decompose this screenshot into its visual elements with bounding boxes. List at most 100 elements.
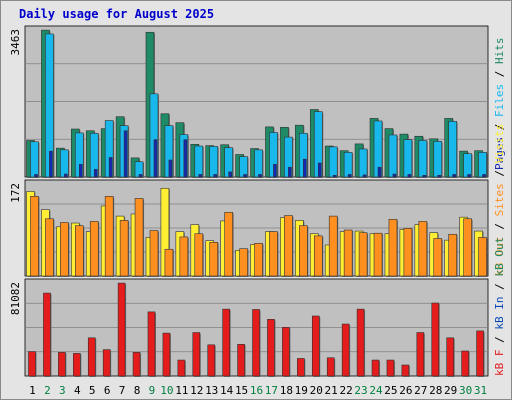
legend-visits: Visits <box>493 124 506 164</box>
x-tick-label: 9 <box>149 384 156 397</box>
bar-kb-in <box>117 282 126 377</box>
bar-sites <box>463 218 472 277</box>
bar-kb-in <box>73 353 81 377</box>
bar-kb-in <box>431 302 440 377</box>
legend-sep: / <box>493 64 506 84</box>
bar-sites <box>418 221 428 277</box>
bar-pages <box>452 174 456 178</box>
y-max-label: 172 <box>9 183 22 203</box>
bar-sites <box>373 232 383 277</box>
bar-sites <box>179 236 189 277</box>
legend-text: kB F / kB In / kB Out <box>493 237 506 376</box>
bar-files <box>343 152 353 178</box>
bar-kb-in <box>416 332 425 377</box>
x-tick-label: 3 <box>59 384 66 397</box>
bar-pages <box>467 174 471 178</box>
bar-sites <box>119 220 129 277</box>
bar-kb-in <box>147 311 156 377</box>
y-max-label: 3463 <box>9 29 22 56</box>
legend-text: kB Out / Sites / Visits <box>493 124 506 276</box>
x-tick-label: 30 <box>459 384 472 397</box>
legend: kB F / kB In / kB Out <box>493 237 506 376</box>
legend-hits: Hits <box>493 38 506 65</box>
bar-pages <box>168 159 173 178</box>
x-tick-label: 24 <box>369 384 383 397</box>
bar-kb-in <box>237 344 245 377</box>
bar-kb-in <box>207 344 216 377</box>
bar-kb-in <box>222 308 230 377</box>
bar-sites <box>134 198 144 277</box>
bar-pages <box>347 174 352 178</box>
bar-pages <box>273 163 277 178</box>
legend-sep: / <box>493 163 506 183</box>
bar-kb-in <box>28 351 36 377</box>
bar-pages <box>64 173 68 178</box>
x-tick-label: 6 <box>104 384 111 397</box>
x-tick-label: 22 <box>339 384 352 397</box>
legend-sep: / <box>493 277 506 297</box>
bar-kb-in <box>371 359 380 377</box>
bar-sites <box>478 237 487 277</box>
bar-pages <box>407 174 412 178</box>
x-tick-label: 5 <box>89 384 96 397</box>
legend-pages: Pages <box>493 137 506 170</box>
legend-kb-in: kB In <box>493 297 506 330</box>
bar-pages <box>437 175 442 178</box>
x-tick-label: 27 <box>414 384 427 397</box>
bar-pages <box>34 174 38 178</box>
bar-pages <box>332 175 337 178</box>
bar-sites <box>45 218 54 277</box>
bar-sites <box>209 242 219 277</box>
bar-sites <box>403 228 413 277</box>
bar-kb-in <box>476 330 484 377</box>
bar-pages <box>377 166 382 178</box>
legend-sites: Sites <box>493 183 506 216</box>
x-tick-label: 13 <box>205 384 218 397</box>
bar-pages <box>213 174 218 178</box>
bar-pages <box>288 166 292 178</box>
bar-sites <box>433 238 443 277</box>
bar-pages <box>362 174 367 178</box>
x-tick-label: 1 <box>29 384 36 397</box>
bar-kb-in <box>461 350 469 377</box>
bar-pages <box>153 139 158 178</box>
bar-kb-in <box>446 337 454 377</box>
bar-sites <box>89 221 99 277</box>
bar-files <box>30 141 39 178</box>
x-tick-label: 17 <box>265 384 278 397</box>
x-tick-label: 4 <box>74 384 81 397</box>
bar-sites <box>284 215 293 277</box>
bar-kb-in <box>267 319 275 377</box>
bar-kb-in <box>192 332 201 377</box>
legend-kb-out: kB Out <box>493 237 506 277</box>
bar-sites <box>224 212 233 277</box>
x-tick-label: 14 <box>220 384 234 397</box>
bar-files <box>418 140 428 178</box>
bar-sites <box>448 233 457 277</box>
bar-pages <box>317 162 322 178</box>
x-tick-label: 26 <box>399 384 412 397</box>
bar-sites <box>269 231 278 277</box>
legend: Pages / Files / Hits <box>493 38 506 171</box>
x-tick-label: 18 <box>280 384 293 397</box>
bar-sites <box>313 235 323 277</box>
bar-sites <box>239 248 248 277</box>
x-tick-label: 12 <box>190 384 203 397</box>
bar-files <box>254 149 263 178</box>
bar-sites <box>328 215 338 277</box>
bar-files <box>463 153 472 178</box>
bar-kb-in <box>326 357 335 377</box>
bar-pages <box>93 169 98 178</box>
bar-sites <box>149 230 159 277</box>
bar-kb-in <box>58 352 66 377</box>
bar-sites <box>30 196 39 277</box>
bar-sites <box>343 229 353 277</box>
x-tick-label: 23 <box>354 384 367 397</box>
x-tick-label: 7 <box>119 384 126 397</box>
bar-files <box>388 134 398 178</box>
bar-kb-in <box>87 337 96 377</box>
bar-files <box>328 146 338 178</box>
bar-kb-in <box>386 359 395 377</box>
legend-sep: / <box>493 117 506 137</box>
